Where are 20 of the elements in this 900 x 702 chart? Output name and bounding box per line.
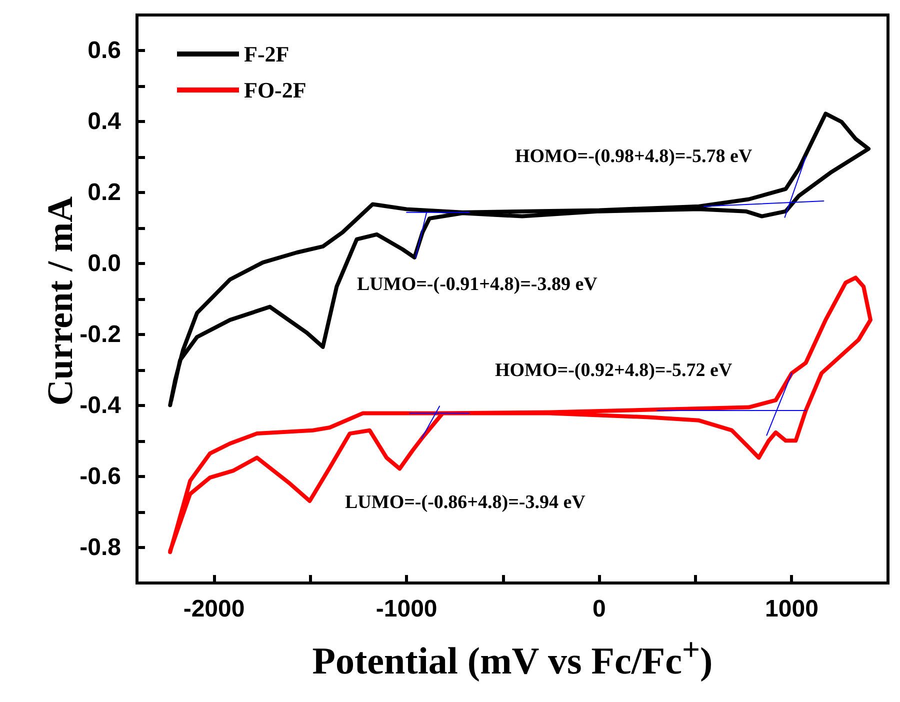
x-axis-title: Potential (mV vs Fc/Fc$^{+}$) (311, 632, 714, 684)
x-tick-label: 0 (592, 596, 606, 622)
y-tick-label: 0.2 (88, 179, 121, 206)
x-tick-label: -2000 (183, 596, 245, 622)
legend-label: FO-2F (244, 78, 306, 102)
annotation: HOMO=-(0.92+4.8)=-5.72 eV (495, 360, 732, 381)
x-tick-label: -1000 (376, 596, 438, 622)
y-tick-label: 0.0 (88, 250, 121, 277)
y-tick-label: -0.8 (80, 534, 121, 561)
x-tick-label: 1000 (765, 596, 818, 622)
legend-label: F-2F (244, 42, 290, 66)
annotation: HOMO=-(0.98+4.8)=-5.78 eV (515, 146, 752, 167)
annotation: LUMO=-(-0.86+4.8)=-3.94 eV (345, 492, 586, 513)
y-tick-label: -0.6 (80, 463, 121, 490)
y-tick-label: 0.6 (88, 37, 121, 64)
y-tick-label: 0.4 (88, 108, 122, 135)
y-axis-title: Current / mA (39, 195, 80, 408)
y-tick-label: -0.4 (80, 392, 122, 419)
annotation: LUMO=-(-0.91+4.8)=-3.89 eV (357, 274, 598, 295)
y-tick-label: -0.2 (80, 321, 121, 348)
